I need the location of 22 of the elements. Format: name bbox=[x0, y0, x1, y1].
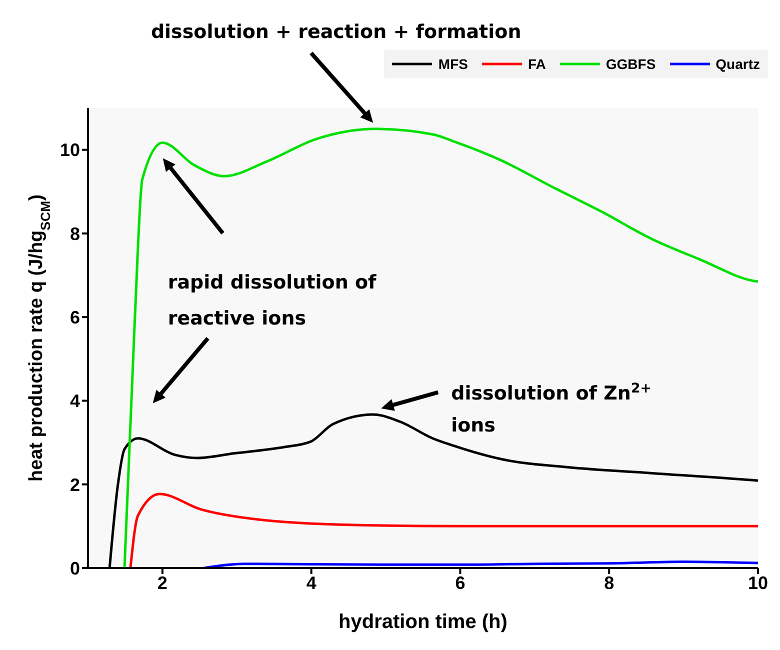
y-tick-label: 2 bbox=[70, 474, 80, 495]
x-tick-label: 2 bbox=[157, 572, 168, 593]
y-tick-label: 0 bbox=[70, 558, 80, 578]
x-tick-label: 8 bbox=[604, 572, 614, 593]
text: dissolution + reaction + formation bbox=[150, 21, 522, 43]
x-axis-title: hydration time (h) bbox=[338, 611, 508, 633]
annotation: rapid dissolution of reactive ions bbox=[168, 271, 378, 330]
y-tick-label: 10 bbox=[60, 140, 80, 160]
text: dissolution of Zn$^{2+}$ ions bbox=[451, 380, 652, 436]
legend-label: GGBFS bbox=[606, 56, 656, 72]
legend-label: Quartz bbox=[716, 56, 760, 72]
line-series bbox=[129, 492, 758, 568]
x-tick-label: 6 bbox=[455, 572, 466, 593]
line-series bbox=[202, 560, 758, 568]
x-tick-label: 4 bbox=[306, 572, 316, 593]
line-series bbox=[123, 128, 758, 568]
y-tick-label: 8 bbox=[70, 224, 80, 244]
legend-label: FA bbox=[528, 56, 546, 72]
y-tick-label: 4 bbox=[70, 391, 80, 412]
legend-label: MFS bbox=[438, 56, 468, 72]
x-tick-label: 10 bbox=[748, 572, 768, 593]
y-tick-label: 6 bbox=[70, 307, 80, 328]
